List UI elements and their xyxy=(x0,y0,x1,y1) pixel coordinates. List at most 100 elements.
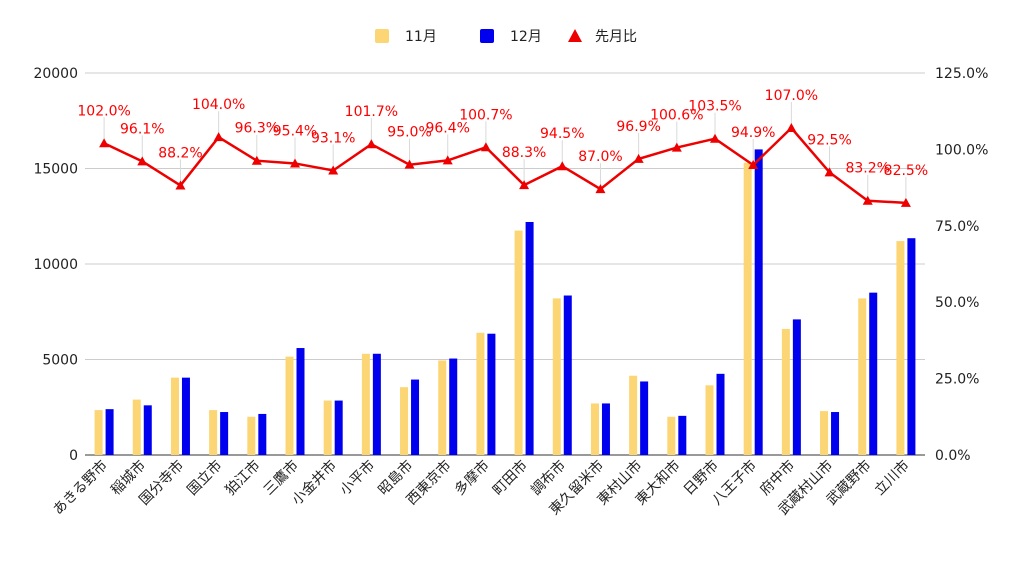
category-label: 国立市 xyxy=(184,457,226,499)
ratio-data-label: 107.0% xyxy=(765,88,818,104)
ratio-marker xyxy=(595,184,606,194)
left-tick-label: 5000 xyxy=(42,353,78,369)
ratio-data-label: 92.5% xyxy=(807,132,851,148)
ratio-data-label: 96.4% xyxy=(425,120,469,136)
bar-11月 xyxy=(858,298,867,455)
ratio-marker xyxy=(786,123,797,133)
right-tick-label: 75.0% xyxy=(935,219,979,235)
bar-11月 xyxy=(590,403,599,455)
bar-12月 xyxy=(449,358,458,455)
legend-swatch-12月 xyxy=(480,29,494,43)
ratio-data-label: 96.1% xyxy=(120,121,164,137)
bar-11月 xyxy=(361,353,370,455)
ratio-data-label: 82.5% xyxy=(884,163,928,179)
legend-swatch-11月 xyxy=(375,29,389,43)
right-tick-label: 50.0% xyxy=(935,295,979,311)
bar-12月 xyxy=(869,292,878,455)
bar-11月 xyxy=(476,332,485,455)
bar-11月 xyxy=(629,375,638,455)
ratio-line xyxy=(99,102,911,207)
bar-12月 xyxy=(792,319,801,455)
ratio-marker xyxy=(824,167,835,177)
right-axis: 0.0% 25.0% 50.0% 75.0% 100.0% 125.0% xyxy=(935,66,988,464)
legend-label-12月: 12月 xyxy=(510,29,542,45)
bar-12月 xyxy=(831,412,840,455)
ratio-marker xyxy=(900,197,911,207)
bar-11月 xyxy=(209,410,218,455)
ratio-marker xyxy=(710,133,720,143)
ratio-marker xyxy=(99,138,110,148)
category-label: あきる野市 xyxy=(50,457,111,518)
bar-12月 xyxy=(716,373,725,455)
category-label: 多摩市 xyxy=(451,457,493,499)
ratio-data-label: 94.5% xyxy=(540,126,584,142)
right-tick-label: 0.0% xyxy=(935,448,971,464)
bar-12月 xyxy=(525,221,534,455)
bar-12月 xyxy=(640,381,649,455)
ratio-marker xyxy=(557,161,568,171)
category-axis: あきる野市稲城市国分寺市国立市狛江市三鷹市小金井市小平市昭島市西東京市多摩市町田… xyxy=(50,457,913,519)
bar-12月 xyxy=(487,333,496,455)
ratio-data-label: 88.3% xyxy=(502,145,546,161)
ratio-data-label: 94.9% xyxy=(731,125,775,141)
bar-11月 xyxy=(94,410,103,455)
ratio-marker xyxy=(251,155,262,165)
ratio-data-label: 104.0% xyxy=(192,97,245,113)
right-tick-label: 125.0% xyxy=(935,66,988,82)
ratio-data-label: 95.0% xyxy=(387,125,431,141)
bars xyxy=(94,149,916,455)
left-tick-label: 0 xyxy=(69,448,78,464)
category-label: 町田市 xyxy=(489,457,531,499)
ratio-marker xyxy=(290,158,300,168)
ratio-data-label: 103.5% xyxy=(688,99,741,115)
ratio-marker xyxy=(519,180,530,190)
bar-12月 xyxy=(563,295,572,455)
ratio-data-label: 95.4% xyxy=(273,123,317,139)
ratio-data-label: 101.7% xyxy=(345,104,398,120)
bar-11月 xyxy=(896,241,905,455)
bar-12月 xyxy=(907,238,916,455)
ratio-data-label: 83.2% xyxy=(845,161,889,177)
bar-11月 xyxy=(667,416,676,455)
ratio-marker xyxy=(748,159,759,169)
category-label: 小平市 xyxy=(336,457,378,499)
ratio-marker xyxy=(175,180,186,190)
ratio-marker xyxy=(671,142,682,152)
ratio-marker xyxy=(137,156,148,166)
left-tick-label: 20000 xyxy=(33,66,78,82)
bar-12月 xyxy=(372,353,381,455)
bar-11月 xyxy=(705,385,714,455)
bar-11月 xyxy=(781,328,790,455)
bar-12月 xyxy=(334,400,343,455)
bar-11月 xyxy=(285,356,294,455)
legend-label-先月比: 先月比 xyxy=(595,29,637,45)
ratio-data-label: 88.2% xyxy=(158,145,202,161)
ratio-marker xyxy=(442,155,453,165)
bar-12月 xyxy=(411,379,420,455)
right-tick-label: 100.0% xyxy=(935,142,988,158)
bar-12月 xyxy=(181,377,190,455)
ratio-marker xyxy=(366,139,377,149)
bar-12月 xyxy=(601,403,610,455)
ratio-labels: 102.0% 96.1% 88.2% 104.0% 96.3%95.4%93.1% 101… xyxy=(77,88,928,179)
bar-12月 xyxy=(296,348,305,455)
ratio-data-label: 102.0% xyxy=(77,103,130,119)
bar-12月 xyxy=(105,409,114,455)
bar-11月 xyxy=(132,399,141,455)
ratio-data-label: 100.6% xyxy=(650,108,703,124)
left-axis: 0 5000 10000 15000 20000 xyxy=(33,66,78,464)
ratio-series-line xyxy=(103,126,906,205)
bar-11月 xyxy=(400,387,409,455)
ratio-data-label: 100.7% xyxy=(459,107,512,123)
legend-swatch-先月比 xyxy=(568,29,582,42)
bar-11月 xyxy=(438,360,447,455)
legend-label-11月: 11月 xyxy=(405,29,437,45)
ratio-data-label: 96.3% xyxy=(235,121,279,137)
bar-12月 xyxy=(754,149,763,455)
bar-12月 xyxy=(220,412,229,455)
ratio-marker xyxy=(480,142,491,152)
ratio-marker xyxy=(862,195,873,205)
bar-11月 xyxy=(820,411,829,455)
bar-11月 xyxy=(323,400,332,455)
